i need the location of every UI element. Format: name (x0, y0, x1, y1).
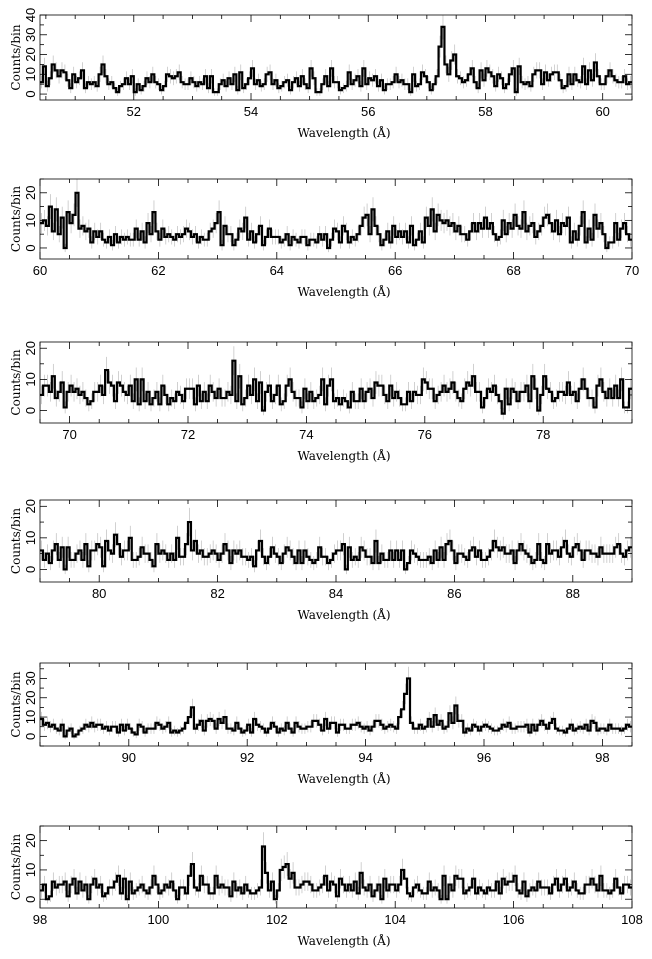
y-tick-label: 0 (23, 896, 38, 903)
histogram-line (40, 520, 632, 571)
y-tick-label: 20 (23, 341, 38, 355)
x-tick-label: 102 (266, 912, 288, 927)
spectrum-panel-2: 60 62 64 66 68 70 0 10 20 Wavelength (Å) Counts/bi… (9, 178, 639, 299)
x-tick-label: 54 (244, 104, 258, 119)
y-tick-label: 20 (23, 186, 38, 200)
x-tick-label: 58 (478, 104, 492, 119)
x-tick-label: 62 (151, 263, 165, 278)
x-tick-label: 60 (33, 263, 47, 278)
spectrum-panel-5: 90 92 94 96 98 0 10 20 30 Wavelength (Å) Counts/bi… (9, 662, 633, 786)
x-axis-label: Wavelength (Å) (297, 448, 390, 463)
x-tick-label: 88 (566, 586, 580, 601)
y-axis-label: Counts/bin (9, 186, 23, 252)
y-tick-label: 0 (23, 566, 38, 573)
x-tick-label: 64 (270, 263, 284, 278)
histogram-line (40, 677, 632, 738)
histogram-line (40, 845, 632, 901)
y-tick-label: 10 (23, 710, 38, 724)
spectrum-panel-4: 80 82 84 86 88 0 10 20 Wavelength (Å) Counts/bin (9, 499, 633, 622)
y-axis-label: Counts/bin (9, 834, 23, 900)
y-tick-label: 20 (23, 691, 38, 705)
x-tick-label: 86 (447, 586, 461, 601)
y-tick-label: 10 (23, 213, 38, 227)
y-axis-label: Counts/bin (9, 349, 23, 415)
x-tick-label: 90 (122, 750, 136, 765)
y-tick-label: 20 (23, 833, 38, 847)
y-tick-label: 20 (23, 499, 38, 513)
y-tick-label: 10 (23, 531, 38, 545)
y-tick-label: 0 (23, 733, 38, 740)
x-tick-label: 94 (358, 750, 372, 765)
x-tick-label: 60 (595, 104, 609, 119)
histogram-line (40, 359, 632, 415)
spectrum-panel-1: 52 54 56 58 60 0 10 20 30 40 Wavelength (Å) Counts/… (9, 8, 633, 140)
y-tick-label: 10 (23, 863, 38, 877)
y-tick-label: 20 (23, 47, 38, 61)
x-tick-label: 96 (477, 750, 491, 765)
x-tick-label: 82 (210, 586, 224, 601)
x-axis-label: Wavelength (Å) (297, 607, 390, 622)
x-tick-label: 72 (181, 427, 195, 442)
x-tick-label: 70 (625, 263, 639, 278)
histogram-line (40, 25, 632, 94)
spectrum-panel-3: 70 72 74 76 78 0 10 20 Wavelength (Å) Counts/bin (9, 341, 633, 463)
y-tick-label: 0 (23, 90, 38, 97)
x-tick-label: 70 (62, 427, 76, 442)
x-tick-label: 76 (418, 427, 432, 442)
y-tick-label: 30 (23, 28, 38, 42)
x-tick-label: 106 (503, 912, 525, 927)
plot-frame (39, 14, 633, 101)
error-bars (41, 179, 631, 253)
x-tick-label: 92 (240, 750, 254, 765)
x-tick-label: 68 (506, 263, 520, 278)
x-tick-label: 84 (329, 586, 343, 601)
x-tick-label: 66 (388, 263, 402, 278)
x-tick-label: 108 (621, 912, 643, 927)
x-axis-label: Wavelength (Å) (297, 125, 390, 140)
x-tick-label: 52 (127, 104, 141, 119)
x-tick-label: 98 (33, 912, 47, 927)
y-axis-label: Counts/bin (9, 671, 23, 737)
x-axis-label: Wavelength (Å) (297, 771, 390, 786)
x-tick-label: 56 (361, 104, 375, 119)
x-axis-label: Wavelength (Å) (297, 284, 390, 299)
y-tick-label: 0 (23, 244, 38, 251)
histogram-line (40, 191, 632, 250)
x-tick-label: 78 (536, 427, 550, 442)
x-axis-label: Wavelength (Å) (297, 933, 390, 948)
y-axis-label: Counts/bin (9, 508, 23, 574)
y-tick-label: 10 (23, 372, 38, 386)
spectrum-panel-6: 98 100 102 104 106 108 0 10 20 Wavelength (Å) Coun… (9, 825, 643, 948)
x-tick-label: 74 (299, 427, 313, 442)
x-tick-label: 98 (595, 750, 609, 765)
x-tick-label: 104 (384, 912, 406, 927)
y-tick-label: 0 (23, 407, 38, 414)
x-tick-label: 100 (148, 912, 170, 927)
y-tick-label: 30 (23, 671, 38, 685)
y-tick-label: 40 (23, 8, 38, 22)
y-tick-label: 10 (23, 67, 38, 81)
x-tick-label: 80 (92, 586, 106, 601)
y-axis-label: Counts/bin (9, 24, 23, 90)
error-bars (41, 832, 631, 904)
